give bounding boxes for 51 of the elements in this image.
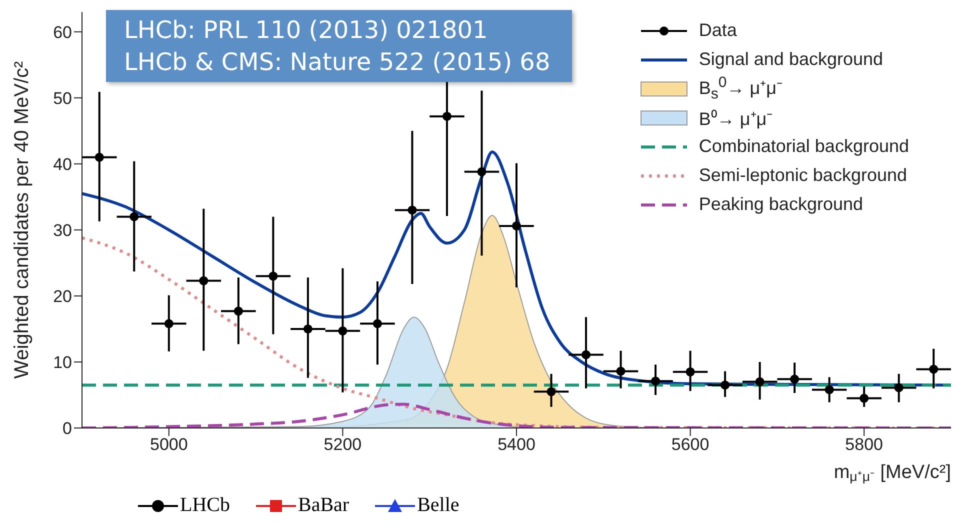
point [720, 380, 730, 390]
point [686, 367, 695, 376]
text: LHCb [180, 494, 230, 517]
point [755, 377, 764, 386]
annotation: LHCb & CMS: Nature 522 (2015) 68 [124, 47, 550, 78]
point [372, 319, 382, 328]
legend-label: Data [698, 20, 737, 41]
legend-label: B$_{s}$$^{0}$→ μ⁺μ⁻ [698, 74, 782, 103]
legend-label: Signal and background [698, 49, 884, 70]
y-tick-label: 50 [53, 88, 72, 108]
point [234, 306, 243, 316]
point [582, 350, 591, 360]
point [164, 319, 174, 328]
y-tick-label: 40 [53, 154, 72, 174]
point [546, 387, 556, 396]
point [512, 221, 522, 230]
y-tick-label: 10 [53, 353, 72, 372]
x-tick-label: 5400 [498, 435, 536, 454]
point [860, 394, 869, 403]
text: Belle [417, 494, 460, 517]
point [303, 324, 312, 334]
y-tick-label: 60 [53, 22, 72, 42]
point [894, 383, 904, 392]
x-axis-title: m$_{μ⁺μ⁻}$ [MeV/c²] [834, 462, 951, 484]
point [616, 366, 626, 376]
point [790, 374, 800, 384]
legend-label: Semi-leptonic background [698, 165, 907, 186]
x-tick-label: 5200 [324, 435, 362, 454]
point [338, 326, 348, 336]
y-axis-title: Weighted candidates per 40 MeV/c² [11, 60, 33, 379]
point [442, 112, 452, 121]
point [651, 376, 660, 386]
y-tick-label: 20 [53, 286, 72, 306]
legend-label: Combinatorial background [698, 136, 909, 157]
point [929, 364, 938, 374]
point [130, 212, 139, 222]
y-tick-label: 0 [62, 419, 72, 438]
legend-label: Peaking background [698, 194, 863, 215]
point [408, 206, 417, 215]
point [268, 272, 278, 281]
point [94, 152, 104, 162]
x-tick-label: 5000 [150, 435, 188, 454]
point [199, 276, 208, 286]
legend-label: B⁰→ μ⁺μ⁻ [698, 108, 773, 130]
x-tick-label: 5800 [845, 435, 884, 454]
point [824, 385, 834, 394]
annotation: LHCb: PRL 110 (2013) 021801 [124, 15, 489, 46]
y-tick-label: 30 [53, 220, 72, 240]
text: BaBar [298, 494, 350, 517]
x-tick-label: 5600 [671, 435, 710, 454]
point [477, 167, 486, 176]
